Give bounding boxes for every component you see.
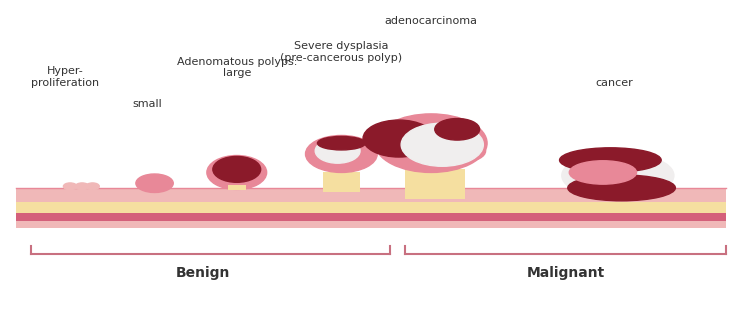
Text: Malignant: Malignant	[526, 267, 605, 281]
Ellipse shape	[315, 138, 360, 163]
Ellipse shape	[213, 156, 261, 182]
FancyBboxPatch shape	[405, 169, 465, 199]
FancyBboxPatch shape	[16, 213, 726, 222]
FancyBboxPatch shape	[16, 188, 726, 203]
Ellipse shape	[86, 183, 99, 190]
Ellipse shape	[363, 120, 435, 157]
Text: adenocarcinoma: adenocarcinoma	[385, 16, 478, 26]
FancyBboxPatch shape	[16, 221, 726, 228]
Ellipse shape	[207, 156, 267, 189]
Text: cancer: cancer	[596, 78, 633, 88]
Ellipse shape	[562, 152, 674, 199]
FancyBboxPatch shape	[148, 182, 160, 189]
Ellipse shape	[64, 183, 76, 190]
Ellipse shape	[375, 114, 487, 173]
Ellipse shape	[560, 148, 662, 173]
FancyBboxPatch shape	[322, 173, 360, 193]
Text: Benign: Benign	[176, 267, 230, 281]
Ellipse shape	[305, 136, 377, 173]
Text: Hyper-
proliferation: Hyper- proliferation	[31, 66, 99, 88]
FancyBboxPatch shape	[228, 185, 246, 190]
Ellipse shape	[435, 118, 479, 140]
Text: Adenomatous polyps:
large: Adenomatous polyps: large	[176, 57, 297, 78]
Text: Severe dysplasia
(pre-cancerous polyp): Severe dysplasia (pre-cancerous polyp)	[280, 41, 403, 63]
Ellipse shape	[75, 183, 88, 190]
Ellipse shape	[317, 137, 365, 150]
Ellipse shape	[568, 175, 676, 201]
Ellipse shape	[444, 140, 485, 162]
FancyBboxPatch shape	[16, 202, 726, 214]
FancyBboxPatch shape	[228, 176, 246, 190]
Ellipse shape	[136, 174, 173, 193]
Text: small: small	[132, 99, 162, 109]
Ellipse shape	[569, 161, 637, 184]
Ellipse shape	[401, 123, 483, 166]
